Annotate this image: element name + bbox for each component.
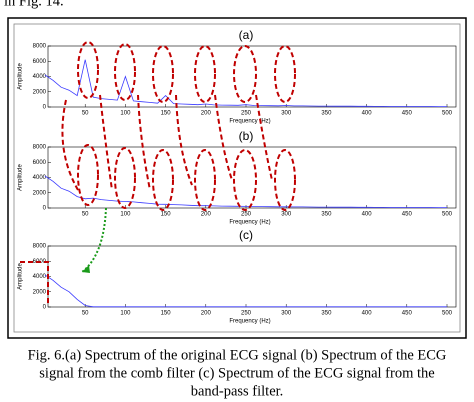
arrow-curve — [175, 94, 193, 186]
x-tick-label: 250 — [241, 111, 252, 117]
x-tick-label: 400 — [362, 311, 373, 317]
spectrum-line — [44, 274, 447, 308]
y-tick-label: 8000 — [33, 44, 47, 50]
y-tick-label: 8000 — [33, 145, 47, 151]
plot-title: (a) — [239, 28, 254, 42]
ellipse — [274, 45, 296, 103]
y-axis-label: Amplitude — [18, 164, 24, 191]
x-tick-label: 100 — [120, 311, 131, 317]
y-tick-label: 4000 — [33, 175, 47, 181]
x-tick-label: 500 — [442, 212, 453, 218]
ellipse — [194, 149, 216, 211]
x-tick-label: 150 — [161, 212, 172, 218]
x-tick-label: 500 — [442, 311, 453, 317]
y-tick-label: 2000 — [33, 190, 47, 196]
y-tick-label: 0 — [43, 206, 47, 212]
axes-box — [47, 146, 457, 209]
annotations — [20, 41, 296, 306]
caption-line: signal from the comb filter (c) Spectrum… — [39, 365, 434, 381]
x-tick-label: 350 — [321, 212, 332, 218]
x-tick-label: 300 — [281, 311, 292, 317]
y-tick-label: 0 — [43, 105, 47, 111]
arrow-curve — [99, 94, 113, 191]
x-tick-label: 350 — [321, 311, 332, 317]
x-tick-label: 150 — [161, 311, 172, 317]
x-tick-label: 100 — [120, 212, 131, 218]
axes-box — [47, 45, 457, 108]
x-tick-label: 50 — [82, 311, 89, 317]
y-tick-label: 2000 — [33, 289, 47, 295]
arrow-curve — [255, 94, 273, 181]
ellipse — [274, 149, 296, 211]
plot-title: (b) — [239, 129, 254, 143]
caption-line: Fig. 6.(a) Spectrum of the original ECG … — [28, 347, 447, 363]
y-tick-label: 4000 — [33, 274, 47, 280]
arrow-curve — [137, 94, 151, 191]
ellipse — [114, 147, 136, 209]
x-tick-label: 200 — [201, 212, 212, 218]
x-tick-label: 200 — [201, 111, 212, 117]
y-tick-label: 6000 — [33, 160, 47, 166]
ellipse — [77, 41, 99, 99]
x-axis-label: Frequency (Hz) — [229, 119, 270, 125]
x-tick-label: 250 — [241, 212, 252, 218]
x-tick-label: 50 — [82, 212, 89, 218]
x-tick-label: 450 — [402, 212, 413, 218]
x-tick-label: 450 — [402, 311, 413, 317]
x-tick-label: 400 — [362, 212, 373, 218]
header-text: in Fig. 14. — [4, 0, 64, 9]
caption-line: band-pass filter. — [191, 383, 284, 399]
spectrum-line — [44, 175, 447, 208]
ellipse — [152, 45, 174, 103]
y-tick-label: 8000 — [33, 244, 47, 250]
arrow-curve — [61, 99, 79, 191]
x-tick-label: 300 — [281, 111, 292, 117]
ellipse — [152, 149, 174, 211]
plot-title: (c) — [239, 228, 253, 242]
y-axis-label: Amplitude — [18, 263, 24, 290]
x-tick-label: 350 — [321, 111, 332, 117]
y-tick-label: 2000 — [33, 89, 47, 95]
y-tick-label: 4000 — [33, 74, 47, 80]
axes-box — [47, 245, 457, 308]
x-tick-label: 500 — [442, 111, 453, 117]
x-tick-label: 300 — [281, 212, 292, 218]
x-axis-label: Frequency (Hz) — [229, 220, 270, 226]
x-tick-label: 100 — [120, 111, 131, 117]
y-axis-label: Amplitude — [18, 63, 24, 90]
figure-inner-frame — [13, 23, 461, 333]
x-tick-label: 400 — [362, 111, 373, 117]
passband-box — [20, 261, 49, 306]
ellipse — [194, 45, 216, 103]
x-tick-label: 250 — [241, 311, 252, 317]
x-tick-label: 450 — [402, 111, 413, 117]
arrow-curve — [214, 94, 233, 181]
x-tick-label: 50 — [82, 111, 89, 117]
ellipse — [233, 45, 257, 103]
y-tick-label: 0 — [43, 305, 47, 311]
spectrum-line — [44, 59, 447, 107]
x-axis-label: Frequency (Hz) — [229, 319, 270, 325]
y-tick-label: 6000 — [33, 59, 47, 65]
x-tick-label: 200 — [201, 311, 212, 317]
ellipse — [114, 43, 136, 101]
ellipse — [77, 144, 99, 206]
x-tick-label: 150 — [161, 111, 172, 117]
green-arrowhead — [82, 265, 90, 273]
ellipse — [233, 149, 257, 211]
